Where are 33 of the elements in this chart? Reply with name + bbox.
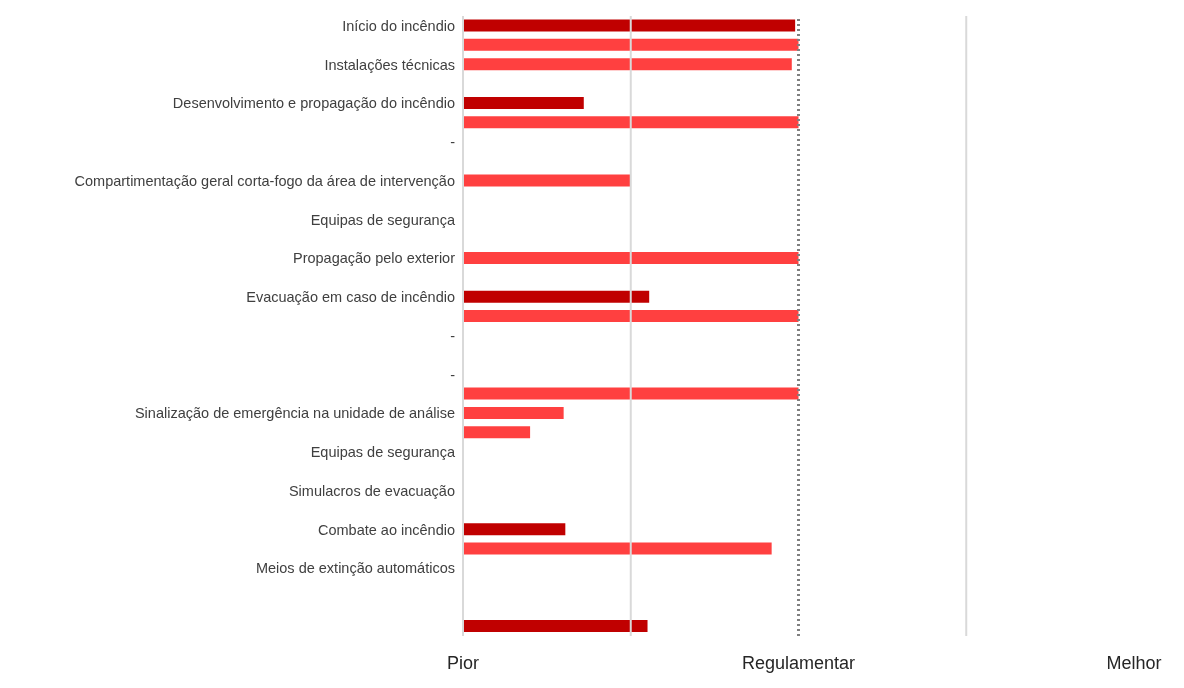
y-tick-label: Desenvolvimento e propagação do incêndio [172,95,455,112]
bar [463,387,799,400]
y-tick-label: Compartimentação geral corta-fogo da área de intervenção [74,172,455,189]
bar [463,310,799,323]
y-tick-label: Simulacros de evacuação [288,482,455,499]
bar [463,116,799,129]
text: Regulamentar [741,652,856,673]
bar [463,38,799,51]
text: Melhor [1106,652,1162,673]
y-tick-label: - [450,134,456,151]
y-tick-label: Combate ao incêndio [317,521,455,538]
y-tick-label: Instalações técnicas [324,56,455,73]
bar [463,96,584,109]
bar [463,251,799,264]
y-tick-label: - [450,327,456,344]
bar [463,523,566,536]
bar [463,58,792,71]
y-tick-label: Propagação pelo exterior [292,250,456,267]
y-tick-label: Evacuação em caso de incêndio [246,289,455,306]
text: Pior [446,652,480,673]
y-tick-label: Início do incêndio [342,17,455,34]
bar [463,290,650,303]
y-tick-label: Equipas de segurança [310,211,456,228]
bar [463,406,564,419]
y-tick-label: Meios de extinção automáticos [255,560,455,577]
y-tick-label: - [450,366,456,383]
bar [463,426,531,439]
bar [463,620,648,633]
y-tick-label: Equipas de segurança [310,444,456,461]
bar [463,19,796,32]
bar [463,542,772,555]
y-tick-label: Sinalização de emergência na unidade de análise [134,405,455,422]
bar [463,174,631,187]
